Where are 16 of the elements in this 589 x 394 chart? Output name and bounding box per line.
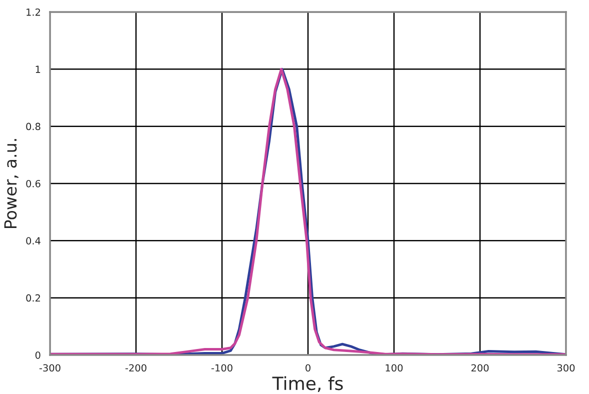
y-tick-label: 1.2 — [26, 8, 40, 16]
x-tick-label: 200 — [471, 364, 489, 372]
x-tick-label: -300 — [39, 364, 60, 372]
y-tick-label: 0.4 — [26, 237, 40, 244]
x-tick-label: -100 — [211, 364, 232, 372]
y-tick-label: 0.2 — [26, 294, 40, 302]
x-tick-label: 100 — [386, 364, 403, 372]
y-tick-label: 0 — [35, 351, 40, 359]
x-tick-label: -200 — [125, 364, 146, 372]
y-tick-label: 1 — [36, 66, 40, 73]
x-axis-title: Time, fs — [272, 376, 343, 392]
y-tick-label: 0.6 — [26, 180, 40, 188]
y-axis-title: Power, a.u. — [4, 139, 18, 228]
y-tick-label: 0.8 — [26, 122, 40, 130]
x-tick-label: 0 — [306, 364, 310, 372]
x-tick-label: 300 — [557, 364, 575, 372]
